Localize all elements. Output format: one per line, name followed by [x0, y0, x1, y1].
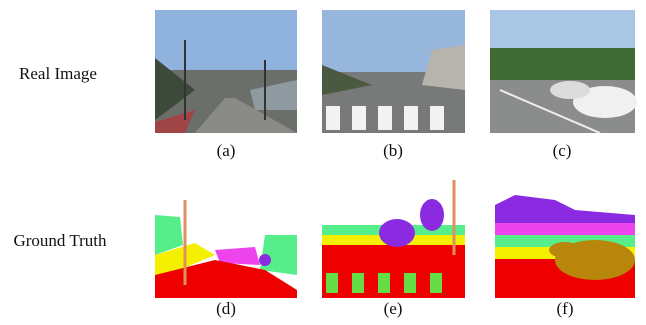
panel-label: (b)	[383, 141, 403, 160]
panel-label: (a)	[217, 141, 236, 160]
panel-label: (d)	[216, 299, 236, 318]
segmentation	[155, 175, 297, 298]
row-label: Real Image	[19, 64, 97, 83]
segmentation	[495, 175, 635, 298]
figure: Real Image Ground Truth	[0, 0, 646, 325]
photo	[490, 10, 637, 133]
panel-label: (e)	[384, 299, 403, 318]
row-label: Ground Truth	[13, 231, 107, 250]
panel-label: (c)	[553, 141, 572, 160]
panel-label: (f)	[557, 299, 574, 318]
photo	[322, 10, 465, 133]
photo	[155, 10, 297, 133]
segmentation	[322, 175, 465, 298]
